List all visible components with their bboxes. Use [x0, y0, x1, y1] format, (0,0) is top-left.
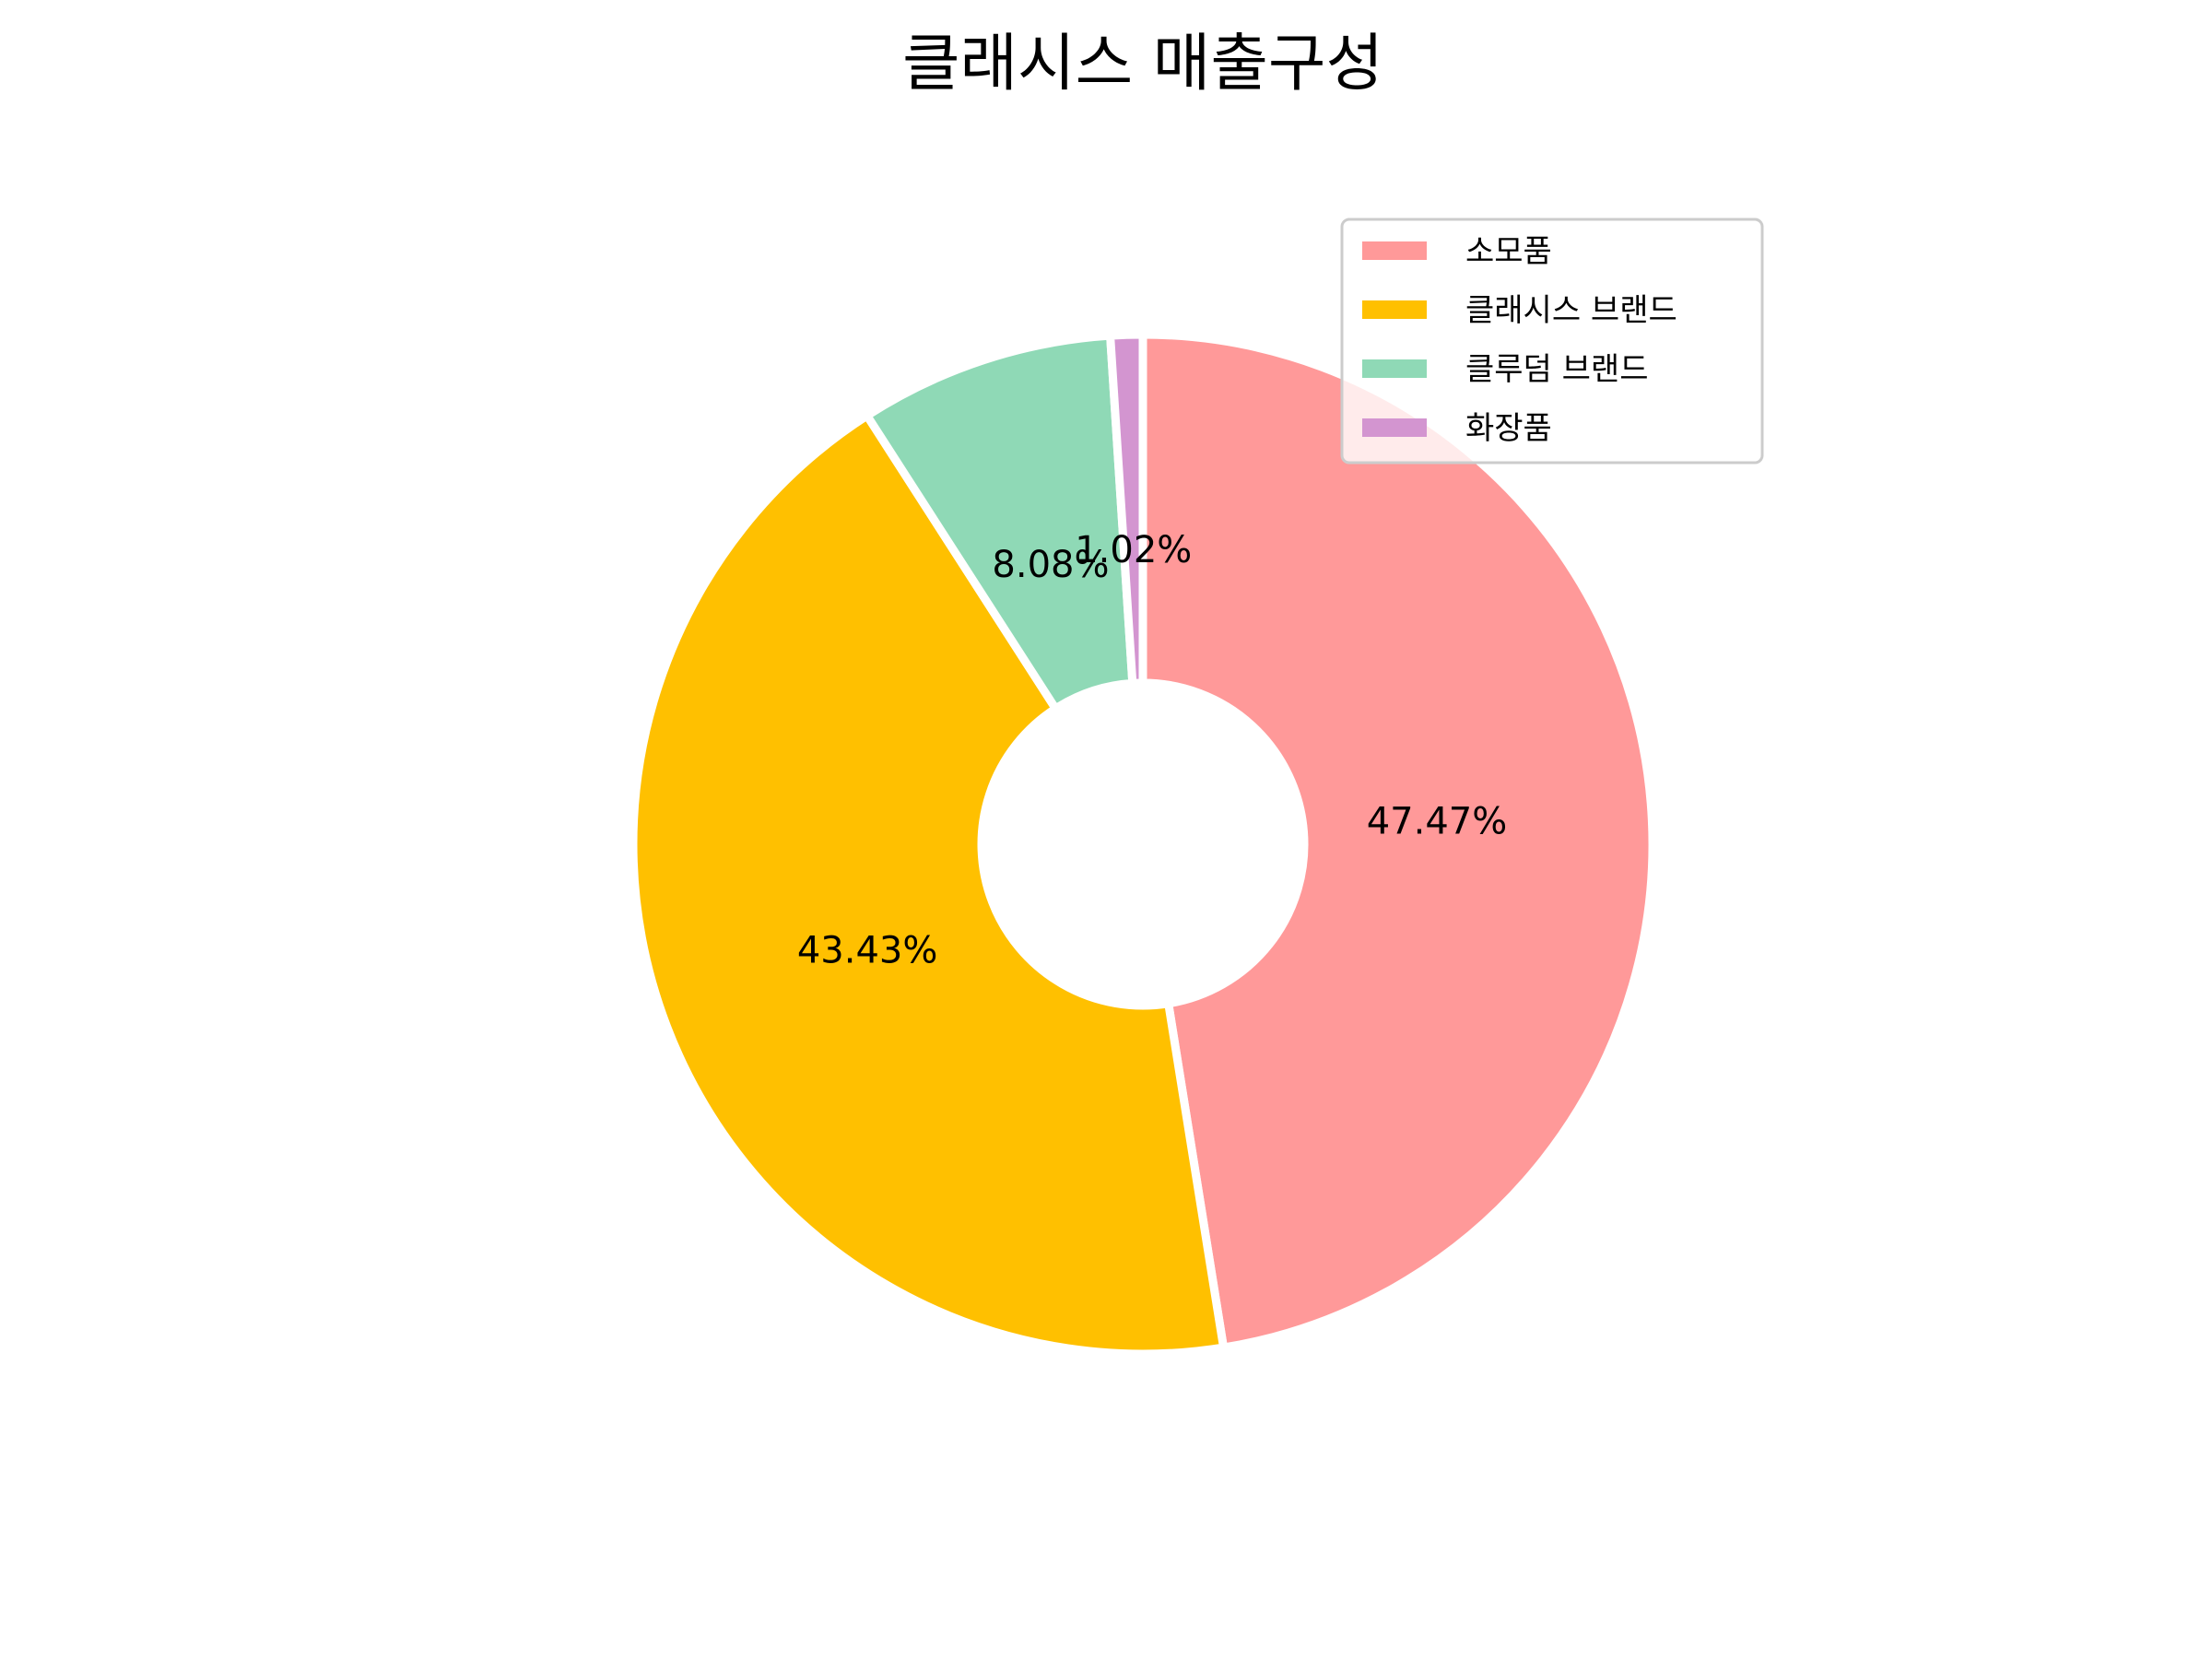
legend-item-consumables-swatch: [1362, 241, 1427, 260]
slice-consumables: [1138, 330, 1657, 1353]
slice-classys-brand: [629, 409, 1229, 1359]
label-consumables: 47.47%: [1367, 801, 1508, 843]
label-cosmetics: 1.02%: [1075, 529, 1192, 571]
legend-item-cludem-brand-swatch: [1362, 359, 1427, 378]
legend-item-consumables-label: 소모품: [1465, 233, 1552, 270]
slice-cludem-brand: [861, 331, 1137, 715]
slice-cosmetics: [1105, 330, 1147, 688]
legend-box: [1340, 218, 1764, 465]
chart-title: 클래시스 매출구성: [902, 28, 1383, 100]
legend-item-cludem-brand-label: 클루덤 브랜드: [1465, 351, 1649, 388]
legend-item-classys-brand-label: 클래시스 브랜드: [1465, 292, 1677, 329]
legend-item-cosmetics-label: 화장품: [1465, 410, 1552, 447]
label-cludem-brand: 8.08%: [992, 544, 1109, 586]
donut-slices: [629, 330, 1657, 1359]
legend-item-cosmetics-swatch: [1362, 418, 1427, 437]
slice-labels: 47.47% 43.43% 8.08%1.02%: [797, 529, 1507, 971]
legend-item-classys-brand-swatch: [1362, 300, 1427, 319]
label-classys-brand: 43.43%: [797, 929, 938, 971]
